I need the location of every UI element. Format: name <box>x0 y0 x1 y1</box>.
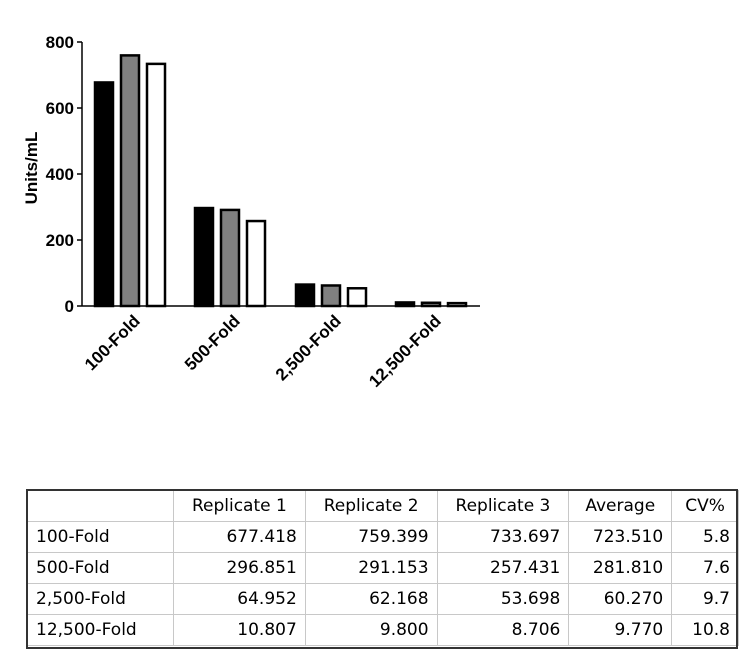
table-cell: 723.510 <box>568 521 673 553</box>
bar-2-500-fold-series-3 <box>346 287 368 308</box>
y-axis-label: Units/mL <box>22 132 41 205</box>
table-cell: 60.270 <box>568 583 673 615</box>
bar-chart: 0 200 400 600 800 100-Fold 500-Fold 2,500-Fold… <box>22 33 480 391</box>
table-cell: 9.770 <box>568 614 673 646</box>
data-table: Replicate 1 Replicate 2 Replicate 3 Aver… <box>27 490 739 646</box>
table-cell: 291.153 <box>304 552 438 584</box>
table-row: 2,500-Fold 64.952 62.168 53.698 60.270 9… <box>27 583 739 615</box>
table-row-label: 2,500-Fold <box>27 583 174 615</box>
table-cell: 10.807 <box>173 614 306 646</box>
bar-500-fold-series-1 <box>193 206 215 308</box>
y-tick-label: 0 <box>65 297 74 316</box>
table-cell: 281.810 <box>568 552 673 584</box>
table-row-label: 100-Fold <box>27 521 174 553</box>
table-header-cell: Replicate 3 <box>436 490 570 522</box>
table-cell: 62.168 <box>304 583 438 615</box>
table-cell: 8.706 <box>436 614 570 646</box>
table-cell: 64.952 <box>173 583 306 615</box>
y-tick-label: 800 <box>46 33 74 52</box>
table-row: 100-Fold 677.418 759.399 733.697 723.510… <box>27 521 739 553</box>
table-row: 500-Fold 296.851 291.153 257.431 281.810… <box>27 552 739 584</box>
bars-group <box>93 54 468 308</box>
table-cell: 257.431 <box>436 552 570 584</box>
x-category-label: 2,500-Fold <box>272 311 345 384</box>
table-row-label: 500-Fold <box>27 552 174 584</box>
x-category-label: 500-Fold <box>181 311 244 374</box>
table-cell: 5.8 <box>671 521 739 553</box>
table-row-label: 12,500-Fold <box>27 614 174 646</box>
table-header-cell: Average <box>568 490 673 522</box>
x-axis-category-labels: 100-Fold 500-Fold 2,500-Fold 12,500-Fold <box>81 311 445 391</box>
bar-500-fold-series-3 <box>245 219 267 308</box>
table-cell: 9.800 <box>304 614 438 646</box>
bar-500-fold-series-2 <box>219 208 241 308</box>
table-cell: 53.698 <box>436 583 570 615</box>
y-axis-ticks: 0 200 400 600 800 <box>46 33 82 316</box>
table-header-cell: CV% <box>671 490 739 522</box>
bar-100-fold-series-1 <box>93 81 115 308</box>
table-cell: 733.697 <box>436 521 570 553</box>
table-cell: 296.851 <box>173 552 306 584</box>
table-header-cell: Replicate 1 <box>173 490 306 522</box>
table-cell: 7.6 <box>671 552 739 584</box>
bar-100-fold-series-3 <box>145 62 167 308</box>
table-cell: 759.399 <box>304 521 438 553</box>
x-category-label: 100-Fold <box>81 311 144 374</box>
table-cell: 10.8 <box>671 614 739 646</box>
table-header-row: Replicate 1 Replicate 2 Replicate 3 Aver… <box>27 490 739 522</box>
y-tick-label: 600 <box>46 99 74 118</box>
y-tick-label: 400 <box>46 165 74 184</box>
table-header-cell <box>27 490 174 522</box>
table-header-cell: Replicate 2 <box>304 490 438 522</box>
bar-2-500-fold-series-1 <box>294 283 316 308</box>
y-tick-label: 200 <box>46 231 74 250</box>
table-row: 12,500-Fold 10.807 9.800 8.706 9.770 10.… <box>27 614 739 646</box>
x-category-label: 12,500-Fold <box>365 311 445 391</box>
bar-100-fold-series-2 <box>119 54 141 308</box>
table-cell: 9.7 <box>671 583 739 615</box>
bar-2-500-fold-series-2 <box>320 284 342 308</box>
table-cell: 677.418 <box>173 521 306 553</box>
